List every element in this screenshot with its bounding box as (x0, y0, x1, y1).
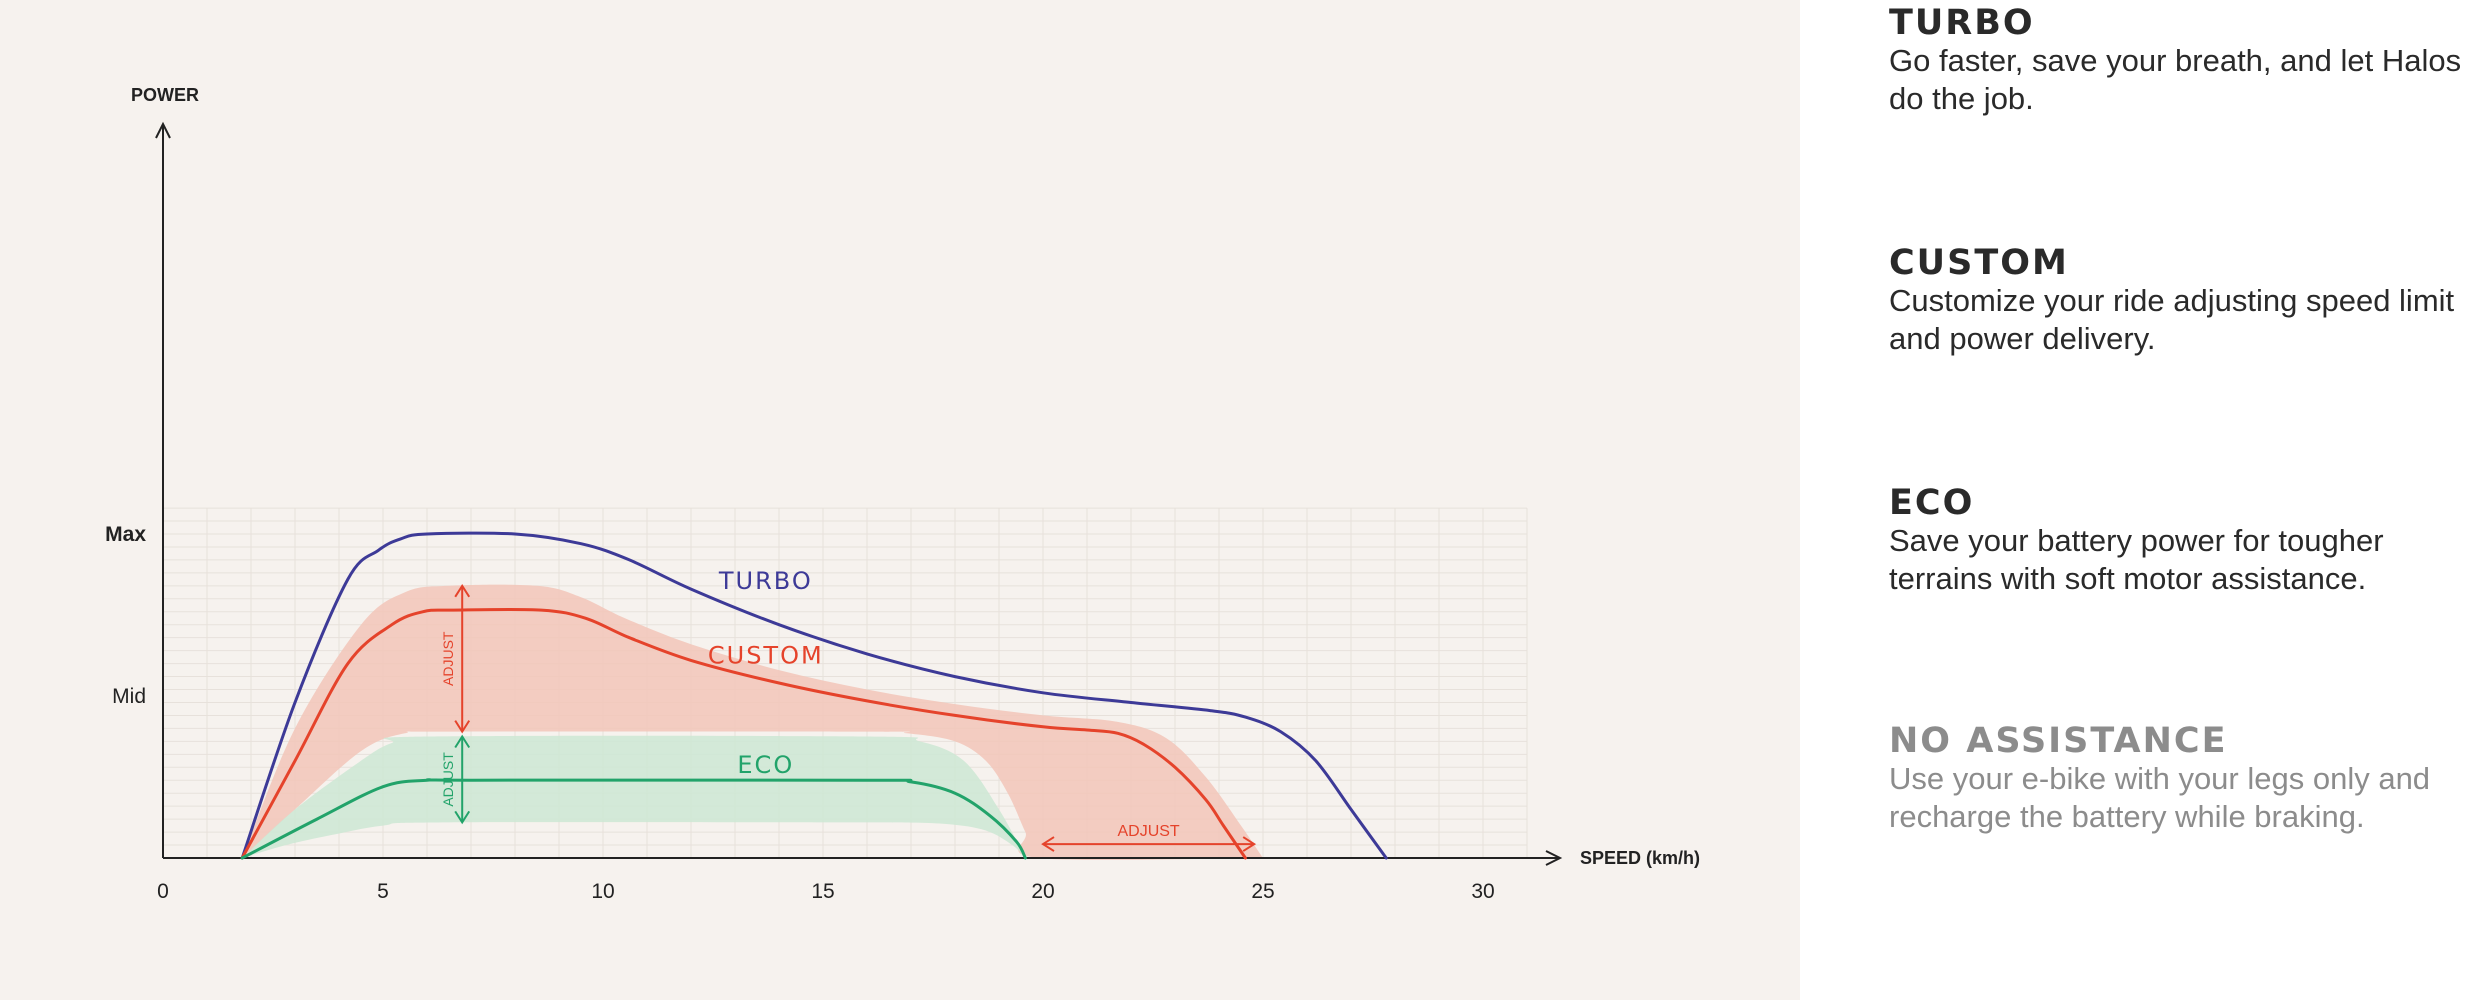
x-axis-label: SPEED (km/h) (1580, 848, 1700, 868)
mode-title: NO ASSISTANCE (1889, 721, 2228, 761)
arrow-head-icon (454, 734, 471, 749)
x-tick-label: 5 (377, 880, 389, 903)
series (240, 531, 1388, 860)
mode-title: CUSTOM (1889, 243, 2069, 283)
x-tick-label: 25 (1251, 880, 1274, 903)
adjust-label: ADJUST (1117, 823, 1179, 840)
series-label-eco: ECO (737, 751, 794, 779)
adjust-band (242, 584, 1263, 860)
series-labels: TURBO CUSTOM ECO (708, 567, 824, 779)
mode-custom: CUSTOM Customize your ride adjusting spe… (1889, 244, 2469, 358)
series-label-custom: CUSTOM (708, 642, 824, 670)
adjust-label: ADJUST (440, 631, 456, 686)
mode-description: Go faster, save your breath, and let Hal… (1889, 43, 2462, 116)
arrow-head-icon (1242, 836, 1257, 852)
tick-labels: 0 5 10 15 20 25 30 Max Mid (105, 523, 1495, 903)
bands (242, 584, 1263, 860)
mode-title: TURBO (1889, 3, 2035, 43)
arrow-head-icon (454, 583, 471, 598)
mode-description: Use your e-bike with your legs only and … (1889, 761, 2431, 834)
x-tick-label: 0 (157, 880, 169, 903)
x-tick-label: 10 (591, 880, 614, 903)
chart-panel: POWER SPEED (km/h) 0 5 10 15 20 25 30 Max Mid AD… (0, 0, 1800, 1000)
series-line-custom (240, 607, 1247, 860)
adjust-label: ADJUST (440, 752, 456, 807)
y-level-label: Max (105, 523, 146, 546)
y-axis-label: POWER (131, 85, 199, 105)
power-speed-chart: POWER SPEED (km/h) 0 5 10 15 20 25 30 Max Mid AD… (105, 85, 1700, 903)
annotations: ADJUST ADJUST ADJUST (440, 583, 1257, 852)
mode-title: ECO (1889, 483, 1975, 523)
mode-description: Save your battery power for tougher terr… (1889, 523, 2384, 596)
series-line-turbo (240, 531, 1388, 860)
adjust-band (242, 735, 1026, 858)
mode-legend: TURBO Go faster, save your breath, and l… (1800, 0, 2480, 1000)
x-tick-label: 20 (1031, 880, 1054, 903)
series-label-turbo: TURBO (718, 567, 813, 595)
arrow-head-icon (1041, 836, 1055, 852)
mode-turbo: TURBO Go faster, save your breath, and l… (1889, 4, 2469, 118)
x-tick-label: 30 (1471, 880, 1494, 903)
x-axis-arrow-icon (1545, 850, 1563, 866)
arrow-head-icon (454, 810, 471, 825)
y-level-label: Mid (112, 685, 146, 708)
x-tick-label: 15 (811, 880, 834, 903)
mode-no-assistance: NO ASSISTANCE Use your e-bike with your … (1889, 722, 2469, 836)
y-axis-arrow-icon (155, 121, 171, 139)
mode-eco: ECO Save your battery power for tougher … (1889, 484, 2469, 598)
mode-description: Customize your ride adjusting speed limi… (1889, 283, 2455, 356)
series-line-eco (240, 778, 1027, 860)
arrow-head-icon (454, 720, 471, 734)
axes: POWER SPEED (km/h) (131, 85, 1700, 868)
